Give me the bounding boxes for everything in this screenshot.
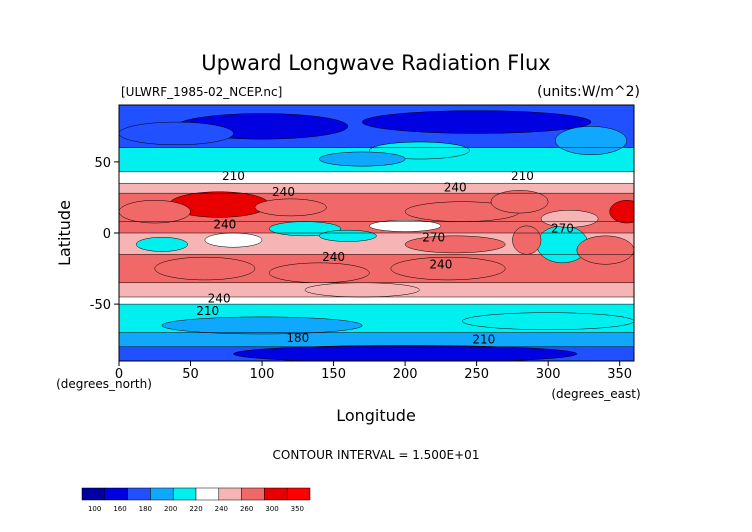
colorbar-label-3: 200 (164, 505, 177, 513)
units-label: (units:W/m^2) (537, 84, 640, 100)
contour-label-6: 270 (551, 222, 574, 236)
colorbar-label-1: 160 (113, 505, 126, 513)
y-tick-label-1: 0 (103, 227, 111, 242)
file-label: [ULWRF_1985-02_NCEP.nc] (121, 85, 282, 99)
colorbar-swatch-8 (264, 487, 288, 501)
x-tick-label-6: 300 (536, 367, 561, 382)
field-region-22 (154, 256, 256, 281)
colorbar-swatch-1 (104, 487, 128, 501)
field-region-2 (119, 121, 234, 146)
lat-band-3 (119, 183, 634, 194)
field-region-26 (161, 316, 363, 335)
colorbar-swatch-9 (286, 487, 311, 501)
chart-title: Upward Longwave Radiation Flux (201, 51, 550, 75)
field-region-27 (462, 312, 634, 330)
colorbar-labels: 100 160 180 200 220 240 260 300 350 (88, 505, 304, 513)
contour-label-5: 270 (422, 230, 445, 244)
colorbar-label-2: 180 (139, 505, 152, 513)
contour-label-12: 210 (472, 333, 495, 347)
y-tick-label-0: 50 (94, 156, 111, 171)
field-region-20 (512, 225, 542, 255)
contour-label-11: 180 (286, 331, 309, 345)
x-tick-label-5: 250 (464, 367, 489, 382)
colorbar-label-6: 260 (240, 505, 253, 513)
x-tick-label-7: 350 (607, 367, 632, 382)
field-region-3 (555, 126, 628, 156)
colorbar-swatch-2 (127, 487, 151, 501)
field-region-15 (319, 229, 377, 242)
contour-interval-note: CONTOUR INTERVAL = 1.500E+01 (273, 448, 480, 462)
colorbar-label-0: 100 (88, 505, 101, 513)
contour-label-0: 210 (222, 169, 245, 183)
field-region-23 (268, 262, 370, 284)
y-tick-label-2: -50 (90, 298, 111, 313)
y-unit-label: (degrees_north) (56, 377, 152, 391)
contour-label-10: 210 (196, 304, 219, 318)
y-axis-ticks: 50 0 -50 (90, 156, 119, 313)
contour-label-1: 240 (272, 185, 295, 199)
field-region-16 (135, 237, 188, 252)
field-region-8 (254, 198, 327, 217)
field-region-11 (490, 190, 549, 214)
colorbar-swatch-0 (81, 487, 106, 501)
field-region-5 (319, 151, 406, 167)
colorbar-label-5: 240 (215, 505, 228, 513)
field-region-19 (404, 235, 506, 254)
x-axis-ticks: 0 50 100 150 200 250 300 350 (115, 361, 632, 382)
x-tick-label-4: 200 (393, 367, 418, 382)
lat-band-11 (119, 332, 634, 348)
field-region-24 (390, 256, 506, 281)
contour-label-7: 240 (322, 250, 345, 264)
field-region-18 (369, 219, 442, 232)
y-axis-title: Latitude (55, 200, 74, 266)
contour-label-8: 240 (429, 257, 452, 271)
x-axis-title: Longitude (336, 406, 416, 425)
field-region-17 (204, 232, 263, 248)
contour-label-2: 240 (444, 180, 467, 194)
colorbar-swatch-3 (150, 487, 174, 501)
field-region-7 (119, 200, 191, 224)
field-region-13 (540, 209, 599, 228)
heatmap-field (119, 105, 634, 361)
colorbar-swatch-7 (241, 487, 265, 501)
colorbar-swatch-6 (218, 487, 242, 501)
colorbar (81, 487, 311, 501)
contour-label-3: 210 (511, 169, 534, 183)
x-tick-label-2: 100 (250, 367, 275, 382)
colorbar-label-7: 300 (265, 505, 278, 513)
field-region-21 (576, 235, 634, 265)
field-region-1 (361, 110, 592, 134)
colorbar-swatch-4 (172, 487, 197, 501)
field-region-28 (233, 345, 577, 361)
x-tick-label-3: 150 (321, 367, 346, 382)
colorbar-swatch-5 (195, 487, 220, 501)
contour-label-4: 240 (213, 217, 236, 231)
x-tick-label-0: 0 (115, 367, 123, 382)
lat-band-2 (119, 171, 634, 184)
contour-label-9: 240 (208, 291, 231, 305)
x-unit-label: (degrees_east) (551, 387, 640, 401)
lat-band-9 (119, 297, 634, 305)
colorbar-label-8: 350 (291, 505, 304, 513)
field-region-25 (304, 282, 420, 298)
field-region-9 (609, 200, 634, 224)
colorbar-label-4: 220 (189, 505, 202, 513)
x-tick-label-1: 50 (182, 367, 199, 382)
